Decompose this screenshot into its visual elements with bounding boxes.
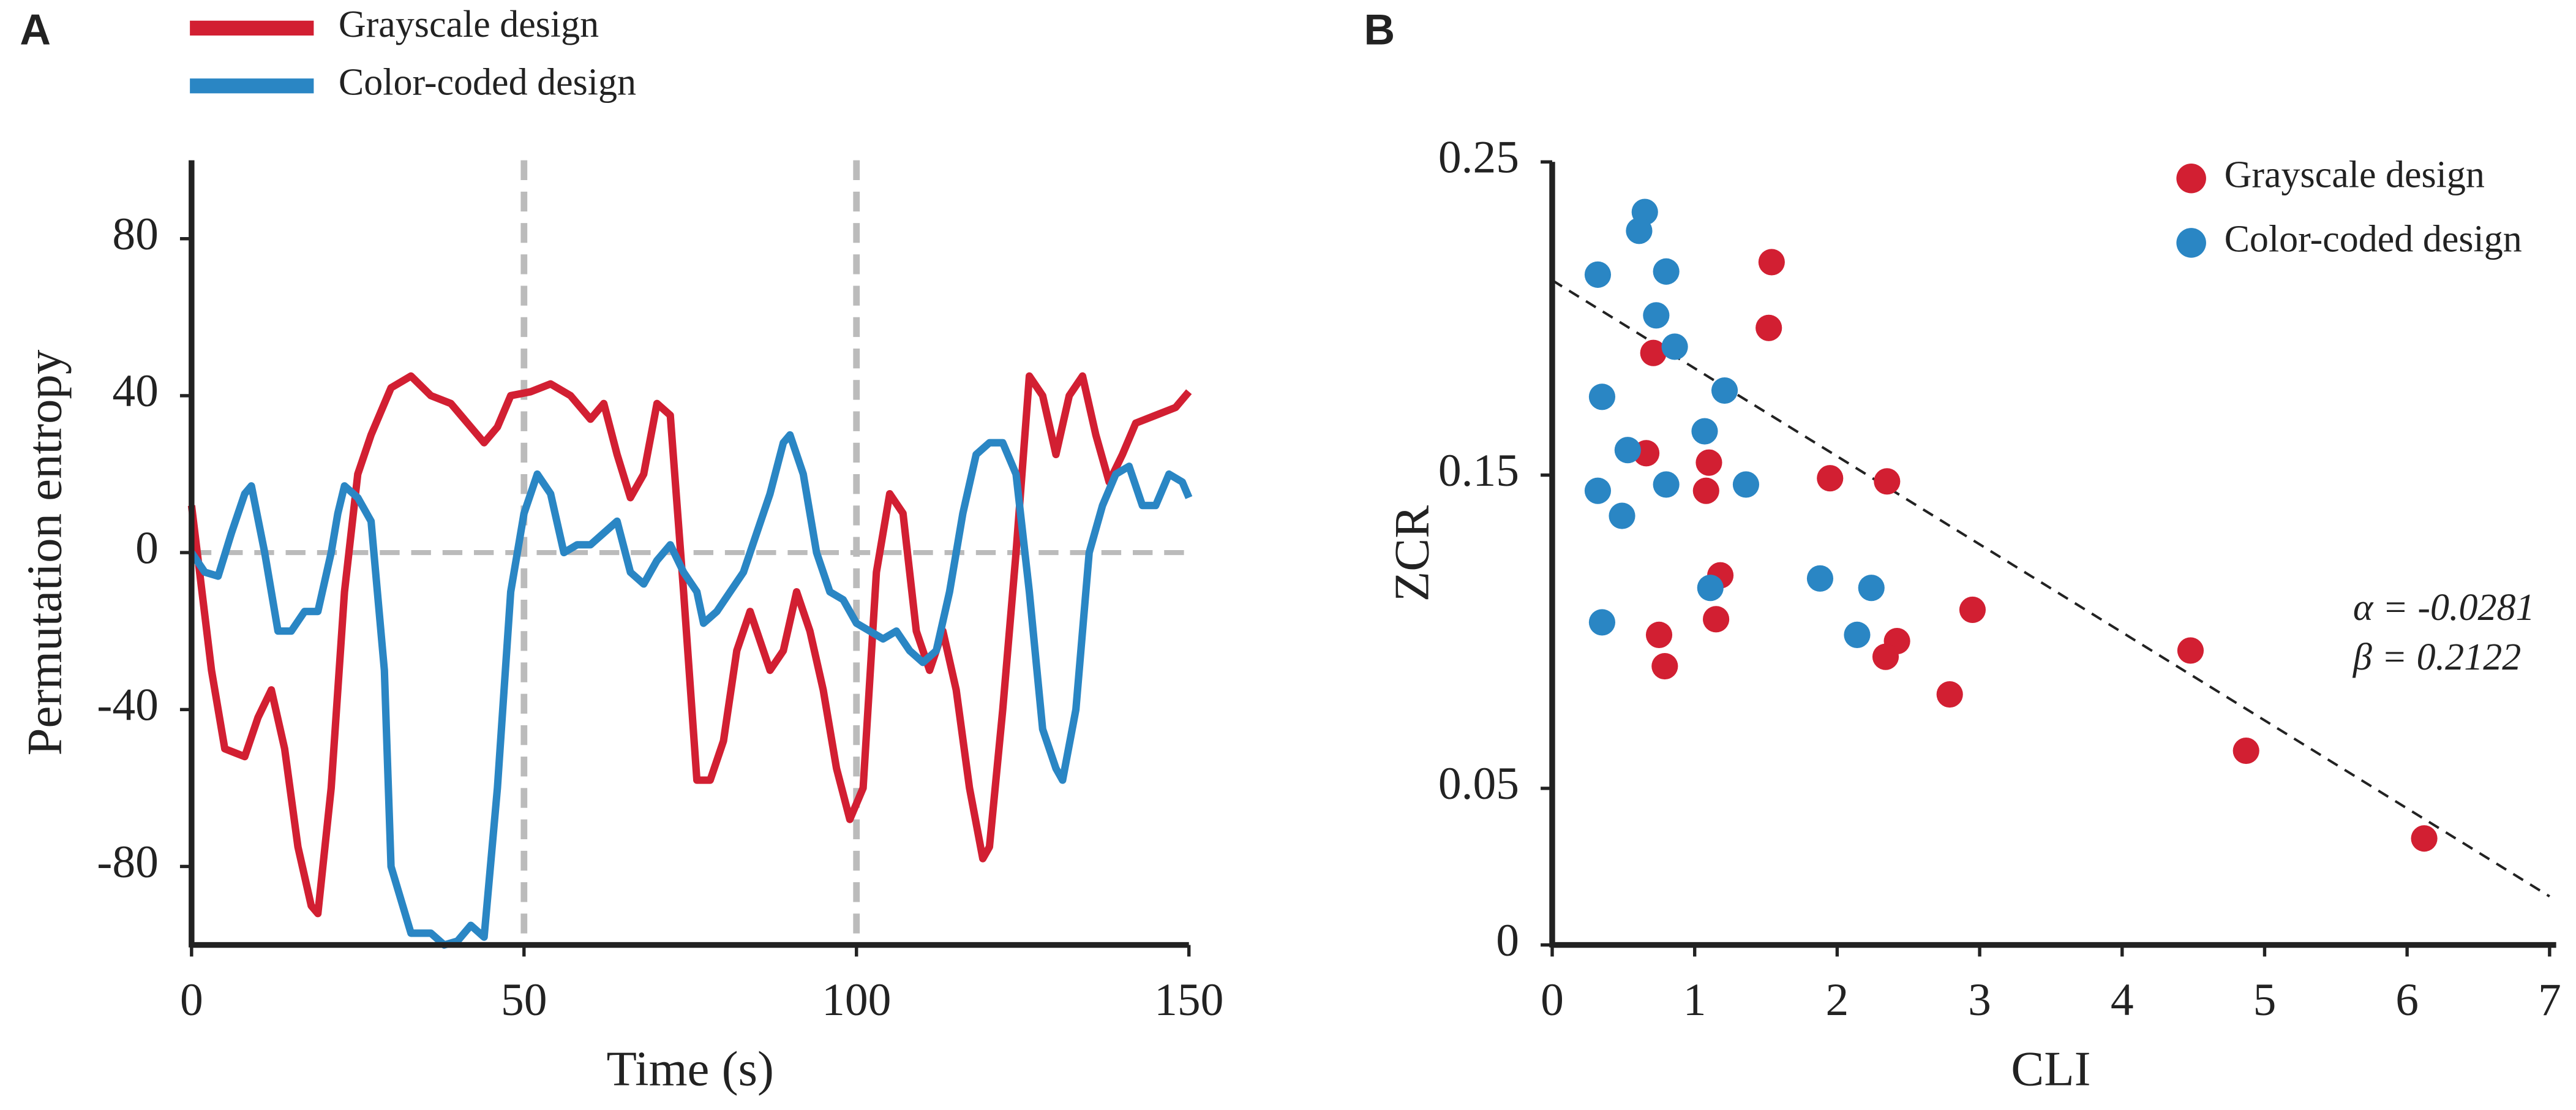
- x-tick-label: 3: [1968, 975, 1991, 1025]
- chart-panel: B 0 1 2 3 4 5 6 7 0 0.05 0.15 0.25 CLI ZCR α = -0.0281 β…: [1364, 6, 2561, 1096]
- y-tick-label: -80: [97, 837, 159, 888]
- data-line: [187, 372, 1192, 918]
- y-tick-label: 0.25: [1438, 132, 1519, 183]
- scatter-point: [1643, 302, 1670, 329]
- x-tick-label: 1: [1683, 975, 1707, 1025]
- x-tick-label: 150: [1154, 975, 1223, 1025]
- x-tick-label: 7: [2538, 975, 2561, 1025]
- y-tick-label: 80: [112, 209, 158, 260]
- legend-swatch: [2176, 163, 2206, 194]
- scatter-point: [1584, 477, 1612, 504]
- scatter-point: [1614, 437, 1641, 464]
- y-tick-label: -40: [97, 680, 159, 731]
- x-tick-label: 6: [2395, 975, 2419, 1025]
- legend-label: Color-coded design: [2225, 219, 2522, 260]
- scatter-point: [1691, 418, 1718, 445]
- scatter-point: [1936, 681, 1963, 708]
- scatter-point: [1692, 477, 1719, 504]
- scatter-point: [1732, 471, 1760, 498]
- scatter-point: [1874, 468, 1901, 495]
- scatter-point: [2177, 637, 2204, 664]
- x-tick-label: 4: [2111, 975, 2134, 1025]
- scatter-point: [1645, 621, 1673, 648]
- x-axis-label: CLI: [2011, 1042, 2090, 1097]
- scatter-point: [1872, 643, 1899, 670]
- legend-label: Grayscale design: [2225, 154, 2485, 195]
- scatter-point: [1697, 575, 1724, 602]
- scatter-point: [1609, 502, 1635, 529]
- scatter-point: [1711, 377, 1738, 404]
- y-tick-label: 0.05: [1438, 758, 1519, 809]
- scatter-point: [1817, 465, 1844, 492]
- x-tick-label: 0: [180, 975, 203, 1025]
- scatter-point: [1651, 652, 1678, 680]
- x-tick-label: 0: [1541, 975, 1564, 1025]
- scatter-point: [1844, 621, 1871, 648]
- x-tick-label: 100: [822, 975, 891, 1025]
- scatter-point: [2411, 825, 2438, 852]
- scatter-point: [1640, 339, 1667, 366]
- fit-line: [1551, 279, 2550, 898]
- fit-annotation: α = -0.0281: [2353, 587, 2535, 629]
- scatter-point: [1661, 333, 1688, 360]
- y-tick-label: 0.15: [1438, 445, 1519, 496]
- scatter-point: [1588, 383, 1616, 410]
- scatter-point: [1703, 606, 1730, 633]
- x-axis-label: Time (s): [607, 1042, 774, 1097]
- legend-label: Color-coded design: [339, 61, 636, 103]
- y-tick-label: 0: [1496, 915, 1519, 966]
- chart-panel: A 0 50 100 150 -80 -40 0 40 80 Time (s) Permutation…: [17, 4, 1223, 1096]
- scatter-point: [1758, 249, 1785, 276]
- scatter-point: [2232, 737, 2259, 765]
- panel-label: B: [1364, 6, 1395, 53]
- scatter-point: [1695, 449, 1722, 476]
- panel-label: A: [20, 6, 51, 53]
- scatter-point: [1588, 609, 1616, 636]
- scatter-point: [1653, 258, 1680, 285]
- legend-label: Grayscale design: [339, 4, 599, 45]
- x-tick-label: 2: [1826, 975, 1849, 1025]
- y-axis-label: Permutation entropy: [17, 349, 72, 755]
- scatter-point: [1626, 217, 1653, 244]
- fit-annotation: β = 0.2122: [2353, 636, 2521, 678]
- y-tick-label: 40: [112, 366, 158, 417]
- x-tick-label: 5: [2253, 975, 2277, 1025]
- y-axis-label: ZCR: [1384, 505, 1439, 602]
- scatter-point: [1959, 596, 1986, 624]
- scatter-point: [1756, 314, 1782, 341]
- scatter-point: [1653, 471, 1680, 498]
- y-tick-label: 0: [135, 523, 159, 573]
- scatter-point: [1584, 261, 1612, 288]
- legend-swatch: [2176, 228, 2206, 258]
- scatter-point: [1858, 575, 1885, 602]
- scatter-point: [1806, 565, 1834, 592]
- data-line: [188, 431, 1193, 949]
- x-tick-label: 50: [501, 975, 547, 1025]
